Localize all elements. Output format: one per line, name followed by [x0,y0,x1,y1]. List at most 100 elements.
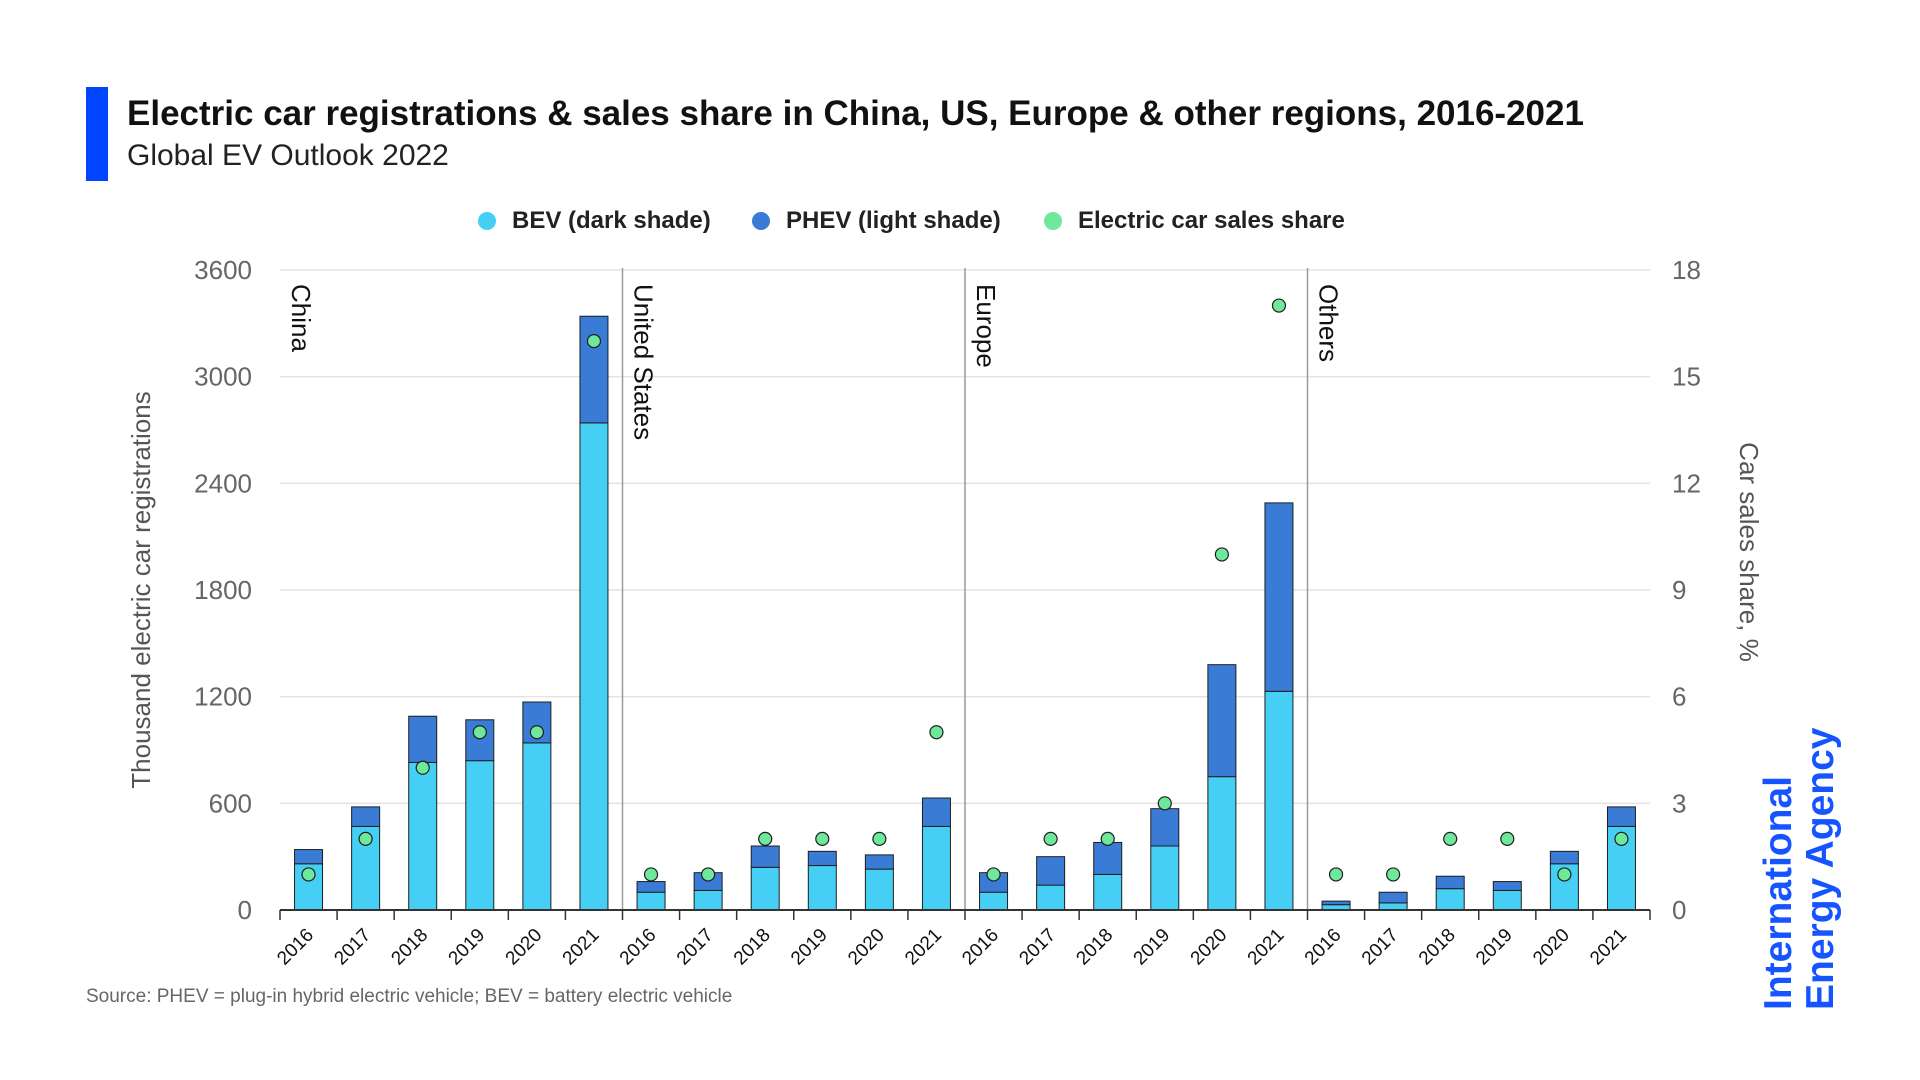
legend-label-bev: BEV (dark shade) [512,207,711,234]
bev-bar [1492,889,1522,911]
phev-bar [1321,900,1351,906]
logo-line-1: International [1757,775,1800,1010]
region-label: United States [629,284,659,440]
x-tick-label: 2018 [387,925,432,970]
share-point [929,725,944,740]
y-tick-label: 2400 [194,468,252,498]
phev-bar [1093,841,1123,875]
x-tick-label: 2018 [1072,925,1117,970]
x-tick-label: 2021 [901,925,946,970]
x-tick-label: 2016 [616,925,661,970]
share-point [758,831,773,846]
bev-bar [693,889,723,911]
share-point [1043,831,1058,846]
logo-line-2: Energy Agency [1799,727,1842,1010]
bev-bar [979,891,1009,911]
share-point [301,867,316,882]
chart-subtitle: Global EV Outlook 2022 [127,139,449,172]
bev-bar [1150,845,1180,911]
bev-swatch-icon [478,212,496,230]
bev-bar [465,760,495,911]
x-tick-label: 2017 [673,925,718,970]
chart-title: Electric car registrations & sales share… [127,94,1584,133]
phev-bar [294,849,324,865]
source-note: Source: PHEV = plug-in hybrid electric v… [86,986,733,1007]
y-tick-label: 1800 [194,575,252,605]
phev-bar [1036,856,1066,886]
x-tick-label: 2017 [1358,925,1403,970]
x-tick-label: 2021 [1586,925,1631,970]
bev-bar [522,742,552,911]
share-point [1443,831,1458,846]
phev-bar [408,715,438,763]
x-tick-label: 2019 [445,925,490,970]
y-tick-label: 3000 [194,362,252,392]
bev-bar [1093,873,1123,911]
share-point [1386,867,1401,882]
legend-label-share: Electric car sales share [1078,207,1345,234]
bev-bar [636,891,666,911]
phev-bar [1606,806,1636,827]
phev-bar [1435,875,1465,890]
y2-axis-title: Car sales share, % [1734,442,1764,662]
bev-bar [1036,884,1066,911]
x-tick-label: 2016 [1301,925,1346,970]
share-swatch-icon [1044,212,1062,230]
bev-bar [864,868,894,911]
phev-bar [1378,891,1408,904]
share-point [1157,796,1172,811]
y2-tick-label: 15 [1672,362,1701,392]
y-tick-label: 0 [238,895,252,925]
x-tick-label: 2019 [787,925,832,970]
phev-swatch-icon [752,212,770,230]
region-label: China [286,284,316,352]
phev-bar [1264,502,1294,692]
share-point [415,760,430,775]
x-tick-label: 2018 [730,925,775,970]
share-point [586,334,602,349]
x-tick-label: 2020 [502,925,547,970]
share-point [1214,547,1229,562]
share-point [1500,831,1515,846]
y-tick-label: 3600 [194,255,252,285]
legend-label-phev: PHEV (light shade) [786,207,1001,234]
bev-bar [1207,776,1237,911]
phev-bar [807,850,837,867]
phev-bar [1150,808,1180,847]
x-tick-label: 2020 [1187,925,1232,970]
share-point [701,867,716,882]
share-point [643,867,659,882]
share-point [1271,298,1287,313]
share-point [529,725,544,740]
phev-bar [1492,881,1522,891]
phev-bar [579,315,609,424]
bev-bar [750,866,780,911]
y2-tick-label: 3 [1672,788,1686,818]
region-label: Europe [971,284,1001,368]
y2-tick-label: 9 [1672,575,1686,605]
phev-bar [864,854,894,870]
y2-tick-label: 0 [1672,895,1686,925]
y2-tick-label: 18 [1672,255,1701,285]
y2-tick-label: 12 [1672,468,1701,498]
x-tick-label: 2021 [559,925,604,970]
chart-legend: BEV (dark shade) PHEV (light shade) Elec… [0,207,1920,239]
legend-item-phev: PHEV (light shade) [752,207,1001,235]
phev-bar [351,806,381,827]
phev-bar [750,845,780,868]
legend-item-share: Electric car sales share [1044,207,1345,235]
share-point [1328,867,1344,882]
share-point [1100,831,1115,846]
share-point [1557,867,1572,882]
phev-bar [1207,664,1237,778]
bev-bar [1435,888,1465,911]
x-tick-label: 2019 [1130,925,1175,970]
phev-bar [921,797,951,827]
share-point [472,725,487,740]
x-tick-label: 2020 [844,925,889,970]
phev-bar [1549,850,1579,865]
bev-bar [579,422,609,911]
bev-bar [807,865,837,911]
bev-bar [921,825,951,911]
